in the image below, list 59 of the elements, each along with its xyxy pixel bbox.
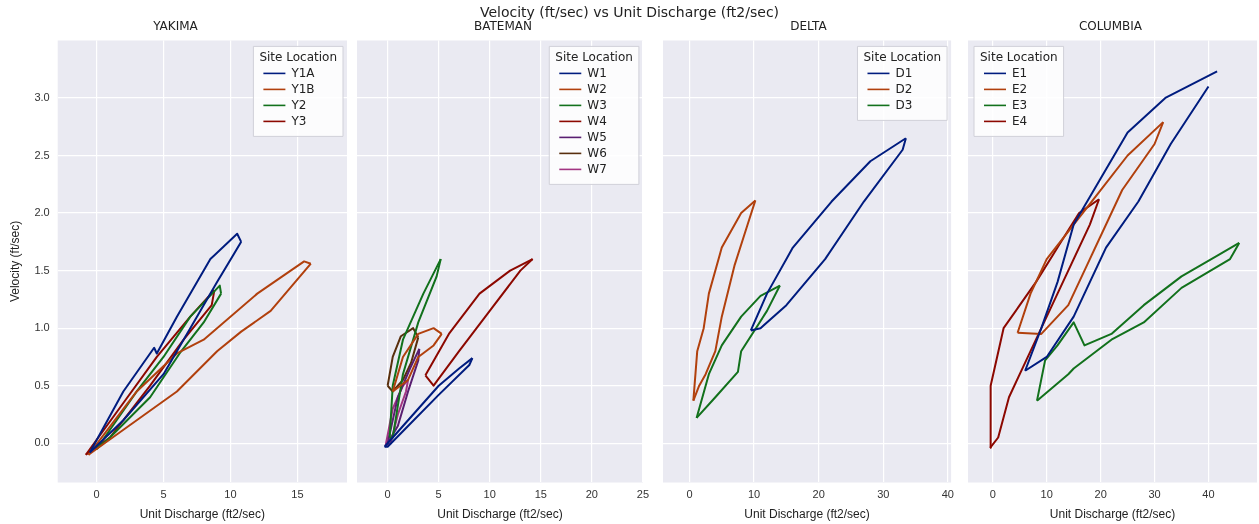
legend-label: W6	[587, 145, 607, 160]
legend-label: W7	[587, 161, 607, 176]
x-tick-label: 40	[941, 488, 954, 501]
legend-label: D1	[895, 65, 913, 80]
x-axis-title: Unit Discharge (ft2/sec)	[139, 507, 266, 522]
legend-label: D2	[895, 81, 913, 96]
legend-label: W3	[587, 97, 607, 112]
x-tick-label: 10	[224, 488, 237, 501]
x-tick-label: 5	[435, 488, 442, 501]
y-tick-label: 1.5	[34, 263, 50, 276]
chart-title: DELTA	[790, 19, 828, 34]
legend-title: Site Location	[863, 49, 942, 64]
x-tick-label: 25	[636, 488, 650, 501]
chart-title: BATEMAN	[474, 19, 532, 34]
x-tick-label: 40	[1202, 488, 1215, 501]
y-tick-label: 0.5	[34, 378, 50, 391]
x-tick-label: 5	[160, 488, 167, 501]
legend-label: E4	[1012, 113, 1028, 128]
legend-label: W1	[587, 65, 607, 80]
x-tick-label: 10	[1040, 488, 1053, 501]
legend-label: E3	[1012, 97, 1028, 112]
x-tick-label: 10	[483, 488, 496, 501]
legend-label: E1	[1012, 65, 1028, 80]
x-axis-title: Unit Discharge (ft2/sec)	[1049, 507, 1176, 522]
legend-label: E2	[1012, 81, 1028, 96]
x-axis-title: Unit Discharge (ft2/sec)	[744, 507, 870, 522]
legend-title: Site Location	[980, 49, 1058, 64]
legend-label: D3	[895, 97, 913, 112]
legend-label: Y1A	[290, 65, 316, 80]
x-tick-label: 0	[93, 488, 100, 501]
x-tick-label: 15	[534, 488, 547, 501]
y-tick-label: 3.0	[34, 90, 50, 103]
x-axis-title: Unit Discharge (ft2/sec)	[437, 507, 563, 522]
text: Velocity (ft/sec) vs Unit Discharge (ft2/sec)	[478, 4, 781, 20]
x-tick-label: 20	[1094, 488, 1107, 501]
x-tick-label: 30	[877, 488, 890, 501]
legend-label: W2	[587, 81, 607, 96]
x-tick-label: 15	[291, 488, 304, 501]
legend-label: Y3	[290, 113, 307, 128]
legend-label: Y1B	[290, 81, 315, 96]
legend-label: W4	[587, 113, 607, 128]
x-tick-label: 30	[1148, 488, 1161, 501]
legend-label: W5	[587, 129, 607, 144]
x-tick-label: 20	[585, 488, 598, 501]
chart-title: COLUMBIA	[1078, 19, 1143, 34]
y-tick-label: 1.0	[34, 321, 50, 334]
x-tick-label: 0	[384, 488, 391, 501]
legend-label: Y2	[290, 97, 307, 112]
y-tick-label: 0.0	[34, 436, 50, 449]
y-axis-title: Velocity (ft/sec)	[7, 220, 22, 303]
x-tick-label: 10	[747, 488, 761, 501]
y-tick-label: 2.5	[34, 148, 50, 161]
y-tick-label: 2.0	[34, 206, 50, 219]
x-tick-label: 0	[686, 488, 693, 501]
chart-title: YAKIMA	[152, 19, 199, 34]
legend-title: Site Location	[259, 49, 337, 64]
x-tick-label: 20	[812, 488, 825, 501]
legend-title: Site Location	[555, 49, 633, 64]
x-tick-label: 0	[989, 488, 996, 501]
